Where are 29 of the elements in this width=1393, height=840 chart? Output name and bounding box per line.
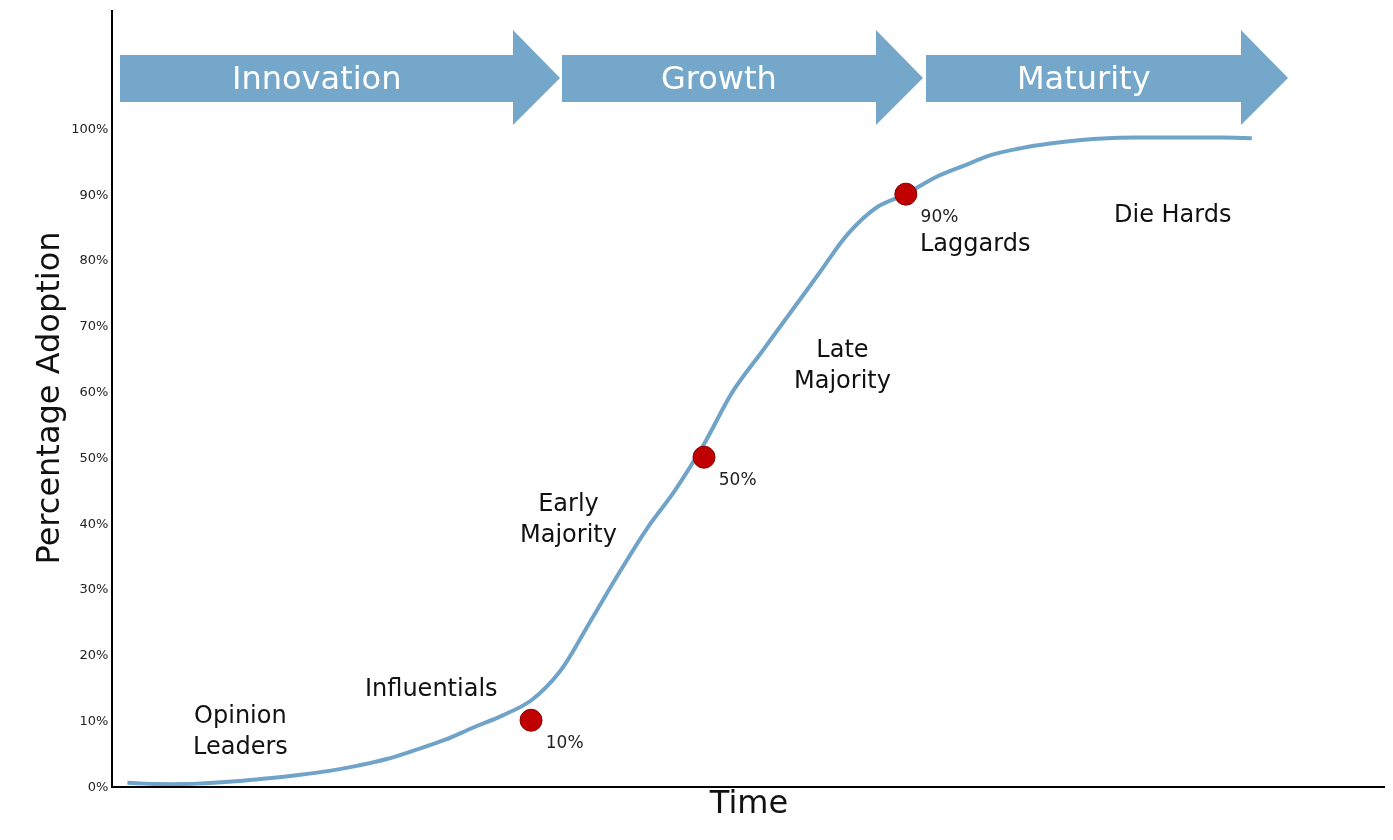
y-tick-label: 90%: [79, 186, 109, 202]
y-tick-label: 40%: [79, 515, 109, 531]
data-label: 90%: [920, 205, 959, 226]
point: [519, 708, 543, 732]
annotation: Innovation: [232, 59, 402, 97]
y-tick-label: 10%: [79, 712, 109, 728]
annotation: Laggards: [920, 229, 1031, 257]
point: [692, 445, 716, 469]
y-tick-label: 80%: [79, 252, 109, 268]
y-tick-label: 20%: [79, 647, 109, 663]
y-tick-label: 60%: [79, 383, 109, 399]
y-axis-title: Percentage Adoption: [29, 231, 68, 565]
point: [894, 182, 918, 206]
y-tick-label: 50%: [79, 449, 109, 465]
annotation: Growth: [661, 59, 777, 97]
annotation: Early Majority: [520, 489, 617, 549]
y-tick-label: 30%: [79, 581, 109, 597]
y-tick-label: 0%: [87, 778, 109, 794]
y-tick-label: 100%: [71, 120, 109, 136]
data-label: 50%: [718, 468, 757, 489]
annotation: Opinion Leaders: [193, 701, 288, 761]
annotation: Influentials: [365, 674, 498, 702]
annotation: Late Majority: [794, 335, 891, 395]
annotation: Die Hards: [1114, 200, 1232, 228]
y-tick-label: 70%: [79, 318, 109, 334]
annotation: Maturity: [1017, 59, 1151, 97]
line-series: [125, 135, 1254, 786]
x-axis-title: Time: [708, 783, 789, 822]
data-label: 10%: [545, 731, 584, 752]
